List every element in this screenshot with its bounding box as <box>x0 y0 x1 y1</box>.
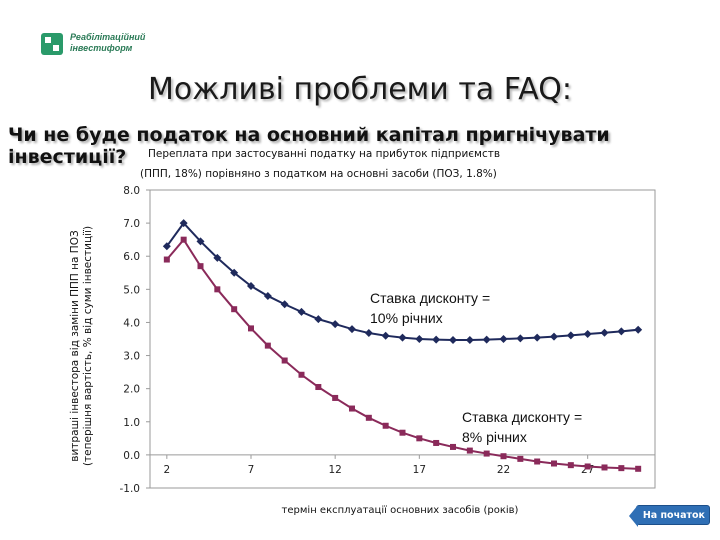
chart-series <box>162 219 643 472</box>
annotation-series-1: Ставка дисконту = 10% річних <box>370 288 540 328</box>
series-2-point <box>450 443 456 450</box>
series-2-point <box>349 405 355 412</box>
series-1-point <box>583 330 592 339</box>
series-1-point <box>179 219 188 228</box>
y-axis-label: витраші інвестора від заміни ППП на ПОЗ … <box>69 225 94 467</box>
series-2-point <box>264 342 271 349</box>
series-2-point <box>281 357 288 364</box>
y-tick-label: 0.0 <box>123 450 140 462</box>
series-1-point <box>331 320 340 329</box>
series-1-point <box>533 333 542 342</box>
series-2-point <box>315 384 322 391</box>
series-2-point <box>214 286 221 293</box>
logo-text: Реабілітаційний інвестиформ <box>70 32 145 54</box>
y-tick-label: 5.0 <box>123 284 140 296</box>
x-tick-label: 17 <box>413 464 426 476</box>
annotation-series-2: Ставка дисконту = 8% річних <box>462 407 632 447</box>
logo-text-line-1: Реабілітаційний <box>70 32 146 42</box>
series-1-point <box>297 307 306 316</box>
logo-mark-icon <box>41 33 63 55</box>
series-1-point <box>600 328 609 337</box>
series-1-point <box>247 282 255 291</box>
series-1-point <box>432 335 441 344</box>
series-1-point <box>398 333 407 342</box>
series-1-point <box>196 237 205 246</box>
annotation-series-1-line-1: Ставка дисконту = <box>370 290 491 306</box>
annotation-series-2-line-2: 8% річних <box>462 429 527 445</box>
series-2-point <box>635 465 642 472</box>
series-1-point <box>314 315 323 324</box>
home-button[interactable]: На початок <box>629 505 710 527</box>
chart-title: Переплата при застосуванні податку на пр… <box>140 144 580 184</box>
logo-mark-cell-2 <box>53 45 59 51</box>
y-tick-label: 2.0 <box>123 384 140 396</box>
x-tick-label: 12 <box>328 464 341 476</box>
series-1-point <box>213 253 222 262</box>
y-tick-label: 3.0 <box>123 351 140 363</box>
slide-title: Можливі проблеми та FAQ: <box>148 72 572 107</box>
series-2-point <box>567 462 574 469</box>
series-1-point <box>230 268 239 277</box>
series-2-point <box>180 236 187 243</box>
series-2-point <box>248 325 254 332</box>
y-tick-label: 8.0 <box>123 185 140 197</box>
series-1-point <box>348 325 356 334</box>
annotation-series-1-line-2: 10% річних <box>370 310 443 326</box>
series-1-point <box>465 335 474 344</box>
series-1-point <box>499 335 508 343</box>
series-1-point <box>550 332 558 341</box>
x-axis-label: термін експлуатації основних засобів (ро… <box>281 505 519 516</box>
series-2-point <box>500 453 507 460</box>
y-tick-label: 6.0 <box>123 251 140 263</box>
plot-area-border <box>149 189 656 489</box>
series-2-point <box>534 458 541 465</box>
series-1-point <box>415 335 424 343</box>
chart-title-line-2: (ППП, 18%) порівняно з податком на основ… <box>140 168 497 180</box>
chart-axes: 8.07.06.05.04.03.02.01.00.0-1.02 7 12 17 22 2… <box>120 185 656 495</box>
x-tick-label: 22 <box>497 464 510 476</box>
series-2-point <box>584 463 591 470</box>
series-2-point <box>382 422 389 429</box>
series-2-point <box>365 414 372 421</box>
series-2-point <box>197 263 204 270</box>
series-2-point <box>551 460 557 467</box>
series-2-point <box>231 306 238 313</box>
x-tick-label: 7 <box>248 464 255 476</box>
series-1-point <box>634 325 643 334</box>
series-2-point <box>517 455 524 462</box>
series-2-point <box>466 447 473 454</box>
y-tick-label: 1.0 <box>123 417 140 429</box>
logo-text-line-2: інвестиформ <box>70 43 133 53</box>
series-1-point <box>516 334 525 343</box>
series-2-point <box>601 464 608 471</box>
series-2-point <box>298 371 305 378</box>
series-1-point <box>263 291 272 300</box>
question-heading: Чи не буде податок на основний капітал п… <box>8 124 610 168</box>
annotation-series-2-line-1: Ставка дисконту = <box>462 409 583 425</box>
series-2-point <box>416 435 423 442</box>
x-tick-label: 2 <box>163 464 170 476</box>
y-tick-label: 7.0 <box>123 218 140 230</box>
series-2-point <box>618 465 625 472</box>
chart-title-line-1: Переплата при застосуванні податку на пр… <box>148 148 501 160</box>
series-1-point <box>280 300 289 309</box>
series-2-point <box>433 439 440 446</box>
series-2-point <box>483 450 490 457</box>
series-1-point <box>449 335 457 344</box>
series-1-point <box>381 331 390 340</box>
logo: Реабілітаційний інвестиформ <box>40 30 150 60</box>
series-1-point <box>364 329 373 338</box>
series-2-point <box>332 394 339 401</box>
series-1-point <box>566 331 575 340</box>
series-1-point <box>482 335 491 344</box>
logo-mark-cell-1 <box>45 37 51 43</box>
y-tick-label: 4.0 <box>123 317 140 329</box>
series-1-point <box>617 327 626 336</box>
series-2-point <box>163 256 170 263</box>
y-tick-label: -1.0 <box>120 483 141 495</box>
series-2-point <box>399 429 406 436</box>
series-1-point <box>162 242 171 251</box>
